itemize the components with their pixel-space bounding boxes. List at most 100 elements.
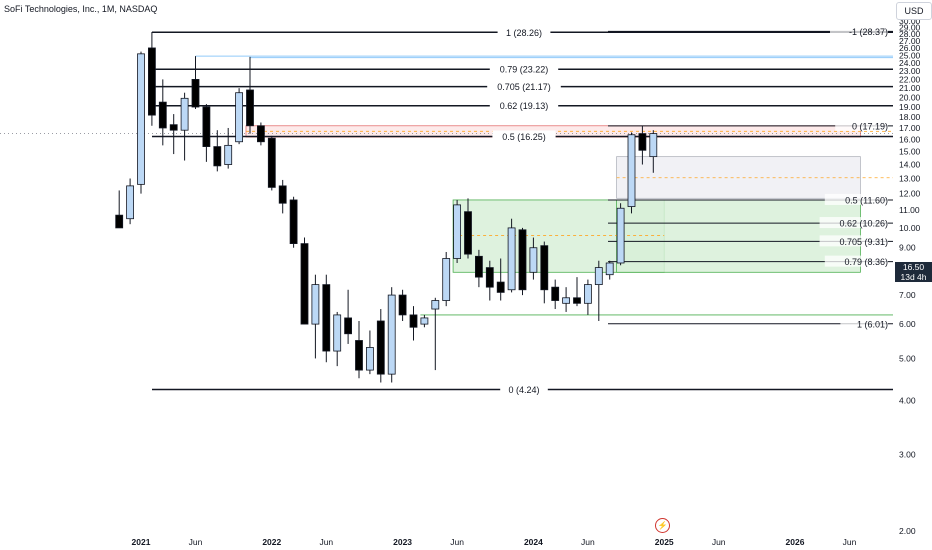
candle-down	[464, 211, 472, 255]
price-tick-label: 11.00	[899, 205, 920, 215]
candle-up	[180, 97, 189, 131]
candle-down	[485, 267, 494, 288]
price-tick-label: 27.00	[899, 36, 921, 46]
fib-label-bg	[819, 235, 888, 247]
candle-down	[496, 281, 505, 293]
fib-level-label: 0.62 (19.13)	[500, 101, 549, 111]
candle-up	[605, 262, 614, 276]
candle-down	[278, 185, 287, 204]
price-tick-label: 22.00	[899, 74, 921, 84]
time-tick-label: 2021	[132, 537, 151, 547]
time-tick-label: Jun	[712, 537, 726, 547]
candle-up	[420, 317, 429, 325]
time-tick-label: Jun	[450, 537, 464, 547]
time-tick-label: 2023	[393, 537, 412, 547]
candle-down	[540, 245, 549, 291]
price-axis: 2.003.004.005.006.007.008.009.0010.0011.…	[893, 0, 932, 550]
candle-up	[333, 314, 342, 352]
fib-level-label: 1 (28.26)	[506, 28, 542, 38]
candle-up	[442, 258, 451, 301]
fib-label-bg	[819, 217, 888, 229]
price-tick-label: 29.00	[899, 22, 921, 32]
price-tick-label: 15.00	[899, 147, 921, 157]
candle-up	[137, 53, 145, 185]
time-tick-label: Jun	[319, 537, 333, 547]
candle-down	[409, 314, 418, 328]
candle-up	[235, 92, 244, 143]
candle-up	[562, 297, 570, 304]
fib-level-label: 0 (4.24)	[508, 385, 539, 395]
price-tick-label: 25.00	[899, 50, 921, 60]
candle-up	[616, 207, 625, 264]
price-tick-label: 9.00	[899, 243, 916, 253]
candle-down	[202, 106, 211, 147]
fib-label-bg	[489, 99, 559, 111]
candle-up	[529, 247, 538, 273]
time-tick-label: 2022	[262, 537, 281, 547]
candle-down	[158, 101, 167, 129]
fib-level-label: 0.705 (21.17)	[497, 82, 551, 92]
price-tick-label: 10.00	[899, 223, 921, 233]
price-tick-label: 13.00	[899, 173, 921, 183]
price-tick-label: 19.00	[899, 102, 921, 112]
fib-level-label: -1 (28.37)	[849, 27, 888, 37]
candle-down	[355, 340, 363, 371]
candle-up	[224, 144, 233, 165]
fib-level-label: 0.5 (11.60)	[845, 195, 888, 205]
candle-up	[387, 294, 396, 375]
candle-down	[169, 124, 178, 131]
candle-down	[376, 320, 385, 375]
candle-down	[398, 294, 407, 316]
time-tick-label: 2024	[524, 537, 543, 547]
candle-up	[453, 204, 462, 259]
price-tick-label: 5.00	[899, 353, 916, 363]
price-tick-label: 4.00	[899, 395, 916, 405]
price-tick-label: 3.00	[899, 450, 916, 460]
price-tick-label: 26.00	[899, 43, 921, 53]
candle-up	[126, 185, 134, 220]
fib-level-label: 0.79 (23.22)	[500, 65, 549, 75]
chart-title: SoFi Technologies, Inc., 1M, NASDAQ	[4, 4, 158, 14]
last-price-badge: 16.50 13d 4h	[895, 262, 932, 282]
candles-layer	[115, 31, 658, 383]
candle-up	[311, 284, 320, 325]
fib-label-bg	[824, 193, 888, 205]
fib-level-label: 1 (6.01)	[857, 319, 888, 329]
price-tick-label: 17.00	[899, 123, 921, 133]
fib-label-bg	[840, 317, 888, 329]
candle-down	[213, 146, 222, 167]
bar-countdown: 13d 4h	[900, 272, 927, 282]
fib-levels-layer: 1 (28.26) 0.79 (23.22) 0.705 (21.17) 0.62 (…	[152, 25, 893, 395]
candle-down	[300, 243, 309, 325]
fib-label-bg	[487, 80, 561, 92]
candle-down	[474, 255, 483, 278]
currency-button[interactable]: USD	[896, 2, 932, 20]
price-tick-label: 6.00	[899, 319, 916, 329]
candle-down	[344, 317, 353, 335]
fib-level-label: 0 (17.19)	[852, 121, 888, 131]
price-tick-label: 20.00	[899, 92, 921, 102]
fib-label-bg	[500, 383, 548, 395]
candle-down	[638, 133, 647, 151]
time-tick-label: 2026	[786, 537, 805, 547]
price-tick-label: 16.00	[899, 134, 921, 144]
time-tick-label: 2025	[655, 537, 674, 547]
candle-down	[573, 297, 581, 304]
time-tick-label: Jun	[843, 537, 857, 547]
price-tick-label: 7.00	[899, 290, 916, 300]
candle-up	[431, 300, 440, 310]
candle-up	[507, 227, 516, 291]
candle-up	[649, 133, 658, 158]
time-tick-label: Jun	[581, 537, 595, 547]
candle-down	[115, 214, 124, 229]
time-tick-label: Jun	[189, 537, 203, 547]
candle-down	[191, 79, 200, 108]
candle-down	[246, 89, 254, 127]
price-tick-label: 28.00	[899, 29, 921, 39]
price-tick-label: 18.00	[899, 112, 921, 122]
candle-down	[267, 137, 276, 188]
lightning-icon[interactable]: ⚡	[655, 518, 670, 533]
fib-level-label: 0.5 (16.25)	[502, 132, 546, 142]
fib-level-label: 0.62 (10.26)	[839, 219, 888, 229]
